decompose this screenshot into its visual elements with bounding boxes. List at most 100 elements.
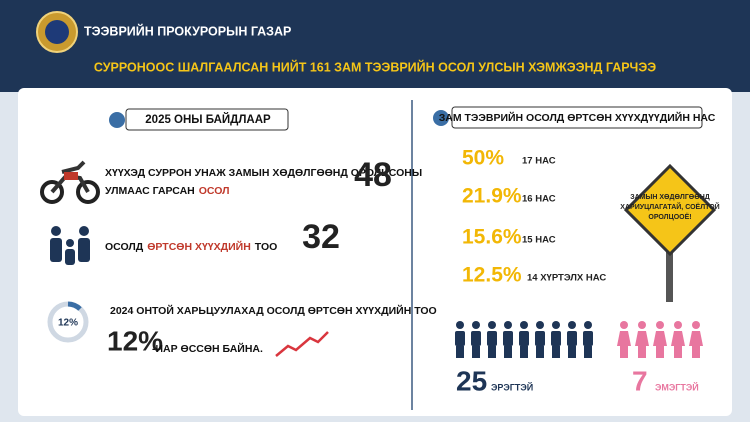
body [455,331,465,346]
organization: ТЭЭВРИЙН ПРОКУРОРЫН ГАЗАР [84,23,291,38]
head [674,321,682,329]
head [656,321,664,329]
label-box [451,106,703,129]
sign [623,163,717,257]
age-list: 50% 17 НАС 21.9% 16 НАС 15.6% 15 НАС 12.5% 14 Х… [462,147,606,287]
body [567,331,577,346]
body [689,331,703,346]
person-icon [535,321,545,358]
children-value: 32 [302,218,340,256]
legs [504,346,512,358]
female-value: 7 [632,365,648,396]
person-icon [487,321,497,358]
female-label: ЭМЭГТЭЙ [655,381,699,392]
body [503,331,513,346]
section-label: ЗАМ ТЭЭВРИЙН ОСОЛД ӨРТСӨН ХҮҮХДҮҮДИЙН НА… [439,111,716,124]
body [519,331,529,346]
growth-text: 2024 ОНТОЙ ХАРЬЦУУЛАХАД ОСОЛД ӨРТСӨН ХҮҮ… [110,304,437,317]
head [638,321,646,329]
accidents-value: 48 [354,156,392,194]
body [471,331,481,346]
person-icon [455,321,465,358]
person-icon [653,321,667,358]
age-label: 16 НАС [522,194,556,205]
legs [674,346,682,358]
sign-line: ХАРИУЦЛАГАТАЙ, СОЁЛТОЙ [620,202,719,211]
head [552,321,560,329]
body [617,331,631,346]
age-share: 50% [462,147,504,170]
body [583,331,593,346]
head [536,321,544,329]
head [504,321,512,329]
legs [656,346,664,358]
header-band [0,0,750,92]
accidents-line1: ХҮҮХЭД СУРРОН УНАЖ ЗАМЫН ХӨДӨЛГӨӨНД ОРОЛ… [105,167,422,179]
body [671,331,685,346]
badge: 12% [58,318,78,329]
legs [638,346,646,358]
head [472,321,480,329]
male-value: 25 [456,365,487,396]
age-label: 17 НАС [522,156,556,167]
head [488,321,496,329]
head [620,321,628,329]
children-text: ОСОЛД ӨРТСӨН ХҮҮХДИЙН ТОО [105,240,277,253]
sign-pole [666,230,673,302]
section-label: 2025 ОНЫ БАЙДЛААР [145,113,271,126]
legs [472,346,480,358]
highlight: ӨРТСӨН ХҮҮХДИЙН [147,240,251,253]
head [584,321,592,329]
person-icon [689,321,703,358]
head [568,321,576,329]
legs [536,346,544,358]
person-icon [567,321,577,358]
age-label: 14 ХҮРТЭЛХ НАС [527,273,606,284]
body [487,331,497,346]
head [520,321,528,329]
legs [456,346,464,358]
bullet [109,112,125,128]
text: ОСОЛД [105,241,144,253]
age-share: 21.9% [462,185,522,208]
body [635,331,649,346]
accidents-line2: УЛМААС ГАРСАН ОСОЛ [105,185,230,197]
legs [620,346,628,358]
age-label: 15 НАС [522,235,556,246]
legs [584,346,592,358]
age-share: 15.6% [462,226,522,249]
sign-line: ЗАМЫН ХӨДӨЛГӨӨНД [630,194,709,201]
legs [552,346,560,358]
age-share: 12.5% [462,264,522,287]
bullet [433,110,449,126]
motorcycle-icon [40,160,100,204]
text: УЛМААС ГАРСАН [105,185,195,197]
person-icon [471,321,481,358]
head [692,321,700,329]
people-icons [455,321,703,358]
body [551,331,561,346]
legs [568,346,576,358]
emblem-inner [45,20,69,44]
body [535,331,545,346]
ring-progress [67,301,82,311]
person-icon [551,321,561,358]
legs [488,346,496,358]
person-icon [671,321,685,358]
main-title: СУРРОНООС ШАЛГААЛСАН НИЙТ 161 ЗАМ ТЭЭВРИ… [94,59,656,74]
legs [692,346,700,358]
highlight: ОСОЛ [199,185,230,197]
growth-value: 12% [107,325,163,356]
head [456,321,464,329]
person-icon [519,321,529,358]
growth-suffix: -ИАР ӨССӨН БАЙНА. [152,342,263,355]
person-icon [583,321,593,358]
person-icon [503,321,513,358]
person-icon [635,321,649,358]
family-icon [50,226,90,265]
text: ТОО [255,241,278,253]
body [653,331,667,346]
trend-icon [275,331,329,357]
